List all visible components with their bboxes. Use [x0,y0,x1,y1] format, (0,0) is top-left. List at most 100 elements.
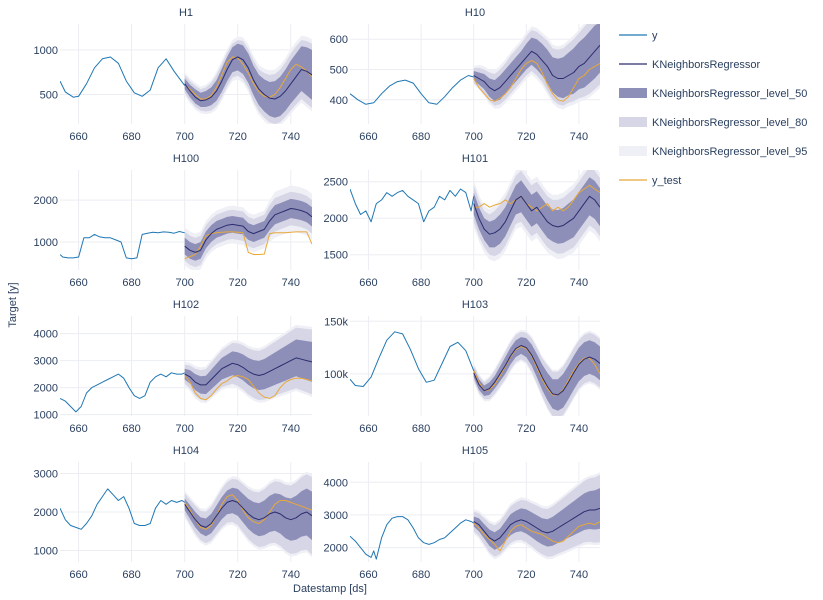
x-tick-label: 720 [229,277,247,289]
legend-item-level-80[interactable]: KNeighborsRegressor_level_80 [619,117,807,129]
forecast-line [184,56,312,102]
x-tick-label: 680 [122,277,140,289]
y-tick-label: 1000 [34,237,58,249]
x-tick-label: 740 [570,569,588,581]
x-tick-label: 740 [282,131,300,143]
y-tick-label: 3000 [34,469,58,481]
x-tick-label: 700 [176,423,194,435]
subplot-title: H1 [179,7,193,19]
y-test-line [473,59,600,102]
x-tick-label: 700 [465,423,483,435]
plot-area [350,170,600,262]
plot-area [60,185,312,270]
band-level-50 [184,339,312,395]
y-history-line [60,231,185,260]
x-tick-label: 740 [282,569,300,581]
y-tick-label: 1000 [34,546,58,558]
y-history-line [60,372,185,413]
x-tick-label: 700 [176,277,194,289]
plot-area [350,472,600,560]
y-tick-label: 2000 [34,507,58,519]
forecast-line [184,357,312,386]
x-tick-label: 740 [570,423,588,435]
legend-item-level-95[interactable]: KNeighborsRegressor_level_95 [619,146,807,158]
x-tick-label: 660 [359,569,377,581]
x-tick-label: 660 [359,131,377,143]
subplot-title: H105 [462,445,488,457]
band-level-50 [473,337,600,411]
plot-area [350,329,600,416]
y-history-line [60,56,186,98]
plot-area [60,324,312,413]
y-test-line [184,56,312,100]
subplot-title: H103 [462,299,488,311]
subplot-title: H100 [173,153,199,165]
x-tick-label: 680 [412,423,430,435]
y-test-line [184,375,312,401]
x-tick-label: 680 [122,423,140,435]
y-history-line [60,488,185,530]
band-level-50 [184,198,312,261]
subplot-h103: 660 680 700 720 740 100k 150k H103 [324,299,600,435]
subplot-h102: 660 680 700 720 740 1000 2000 3000 4000 H102 [34,299,312,435]
legend-item-y[interactable]: y [619,30,658,42]
x-tick-label: 740 [570,277,588,289]
subplot-h101: 660 680 700 720 740 1500 2000 2500 H101 [324,153,600,289]
y-tick-label: 2000 [34,383,58,395]
x-tick-label: 700 [465,131,483,143]
forecast-line [473,195,600,235]
x-tick-label: 720 [229,423,247,435]
y-history-line [350,516,474,560]
x-tick-label: 720 [517,277,535,289]
x-tick-label: 720 [517,569,535,581]
subplot-title: H102 [173,299,199,311]
y-tick-label: 2500 [324,177,348,189]
x-tick-label: 720 [517,423,535,435]
forecast-line [473,345,600,396]
plot-area [60,471,312,558]
y-tick-label: 2000 [324,543,348,555]
band-level-50 [473,177,600,248]
legend-label: y [652,30,658,42]
plot-area [350,24,600,110]
x-tick-label: 700 [176,131,194,143]
x-tick-label: 680 [122,131,140,143]
legend-label: KNeighborsRegressor_level_50 [652,88,807,100]
x-tick-label: 720 [229,131,247,143]
y-tick-label: 3000 [324,510,348,522]
x-tick-label: 720 [517,131,535,143]
y-axis-title: Target [y] [7,282,19,327]
legend-label: y_test [652,175,681,187]
subplot-title: H101 [462,153,488,165]
y-test-line [473,521,600,552]
x-tick-label: 680 [412,277,430,289]
legend-item-forecast[interactable]: KNeighborsRegressor [619,59,761,71]
y-tick-label: 500 [40,90,58,102]
x-tick-label: 680 [412,569,430,581]
subplot-h104: 660 680 700 720 740 1000 2000 3000 H104 [34,445,312,581]
subplot-h1: 660 680 700 720 740 500 1000 H1 [34,7,312,143]
x-tick-label: 680 [412,131,430,143]
y-history-line [350,331,475,387]
y-tick-label: 500 [330,65,348,77]
y-tick-label: 600 [330,34,348,46]
x-tick-label: 660 [69,131,87,143]
legend[interactable]: y KNeighborsRegressor KNeighborsRegressor_… [619,30,807,187]
x-tick-label: 700 [176,569,194,581]
legend-label: KNeighborsRegressor_level_95 [652,146,807,158]
y-tick-label: 100k [324,369,348,381]
x-tick-label: 660 [69,277,87,289]
x-tick-label: 660 [359,423,377,435]
legend-item-y-test[interactable]: y_test [619,175,681,187]
legend-item-level-50[interactable]: KNeighborsRegressor_level_50 [619,88,807,100]
forecast-line [473,44,600,92]
y-tick-label: 400 [330,95,348,107]
x-tick-label: 720 [229,569,247,581]
subplot-grid: 660 680 700 720 740 500 1000 H1 660 680 700 720 740 4… [34,7,600,581]
y-tick-label: 1000 [34,410,58,422]
x-tick-label: 680 [122,569,140,581]
x-tick-label: 740 [282,277,300,289]
subplot-title: H10 [465,7,485,19]
y-tick-label: 1000 [34,45,58,57]
band-level-50 [473,488,600,550]
